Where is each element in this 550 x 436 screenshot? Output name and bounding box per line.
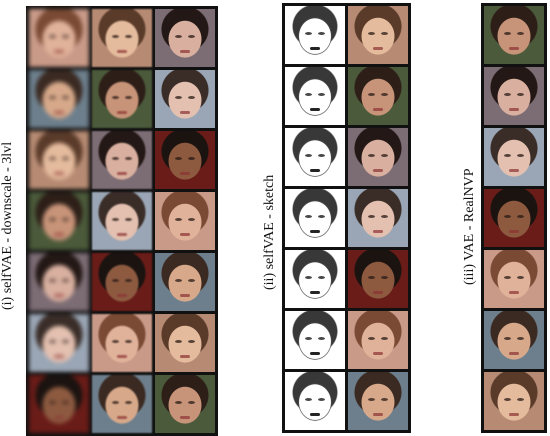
face-mouth xyxy=(310,46,320,50)
face-image xyxy=(348,128,408,186)
face-image xyxy=(285,189,345,247)
face-mouth xyxy=(373,290,383,294)
face-mouth xyxy=(117,293,127,297)
face-image xyxy=(155,131,215,189)
face-image xyxy=(348,250,408,308)
face-mouth xyxy=(310,168,320,172)
face-image xyxy=(155,375,215,433)
face-image xyxy=(348,6,408,64)
face-image xyxy=(348,311,408,369)
face-image xyxy=(92,314,152,372)
face-image xyxy=(484,128,544,186)
face-mouth xyxy=(117,49,127,53)
face-image xyxy=(155,9,215,67)
face-image xyxy=(348,372,408,430)
face-image xyxy=(29,192,89,250)
panel-ii-label: (ii) selfVAE - sketch xyxy=(262,174,277,290)
face-image xyxy=(285,250,345,308)
face-image xyxy=(285,6,345,64)
face-mouth xyxy=(180,293,190,297)
face-mouth xyxy=(509,351,519,355)
face-mouth xyxy=(180,415,190,419)
face-mouth xyxy=(180,171,190,175)
face-mouth xyxy=(180,110,190,114)
face-mouth xyxy=(117,354,127,358)
face-image xyxy=(285,128,345,186)
face-mouth xyxy=(373,229,383,233)
panel-i-label: (i) selfVAE - downscale - 3lvl xyxy=(0,141,15,310)
face-mouth xyxy=(310,351,320,355)
face-image xyxy=(155,314,215,372)
face-mouth xyxy=(509,412,519,416)
face-mouth xyxy=(373,46,383,50)
face-mouth xyxy=(117,110,127,114)
face-image xyxy=(285,67,345,125)
face-image xyxy=(484,372,544,430)
face-mouth xyxy=(54,415,64,419)
face-image xyxy=(92,253,152,311)
face-image xyxy=(92,131,152,189)
face-image xyxy=(484,311,544,369)
face-image xyxy=(285,311,345,369)
panel-ii-grid xyxy=(282,3,411,433)
face-image xyxy=(484,189,544,247)
face-mouth xyxy=(509,290,519,294)
face-image xyxy=(155,70,215,128)
face-image xyxy=(92,192,152,250)
face-mouth xyxy=(54,110,64,114)
face-image xyxy=(484,6,544,64)
face-image xyxy=(92,70,152,128)
panel-iii-grid xyxy=(481,3,547,433)
face-mouth xyxy=(54,354,64,358)
face-image xyxy=(29,131,89,189)
face-mouth xyxy=(509,229,519,233)
face-image xyxy=(348,189,408,247)
face-mouth xyxy=(117,232,127,236)
panel-iii-label: (iii) VAE - RealNVP xyxy=(462,168,477,285)
face-mouth xyxy=(180,49,190,53)
face-image xyxy=(29,9,89,67)
face-mouth xyxy=(54,171,64,175)
panel-i-grid xyxy=(26,6,218,436)
face-mouth xyxy=(310,290,320,294)
face-image xyxy=(29,253,89,311)
face-image xyxy=(285,372,345,430)
face-mouth xyxy=(373,107,383,111)
face-mouth xyxy=(117,415,127,419)
face-image xyxy=(29,70,89,128)
face-image xyxy=(29,314,89,372)
face-image xyxy=(155,253,215,311)
face-mouth xyxy=(180,354,190,358)
face-image xyxy=(348,67,408,125)
face-mouth xyxy=(310,412,320,416)
face-image xyxy=(155,192,215,250)
face-mouth xyxy=(373,168,383,172)
face-mouth xyxy=(509,46,519,50)
face-mouth xyxy=(509,107,519,111)
face-mouth xyxy=(373,412,383,416)
face-mouth xyxy=(54,232,64,236)
face-mouth xyxy=(373,351,383,355)
face-mouth xyxy=(310,229,320,233)
face-mouth xyxy=(54,49,64,53)
face-mouth xyxy=(117,171,127,175)
face-mouth xyxy=(310,107,320,111)
face-mouth xyxy=(54,293,64,297)
face-image xyxy=(92,9,152,67)
face-image xyxy=(484,67,544,125)
face-image xyxy=(484,250,544,308)
face-image xyxy=(29,375,89,433)
face-image xyxy=(92,375,152,433)
face-mouth xyxy=(509,168,519,172)
face-mouth xyxy=(180,232,190,236)
